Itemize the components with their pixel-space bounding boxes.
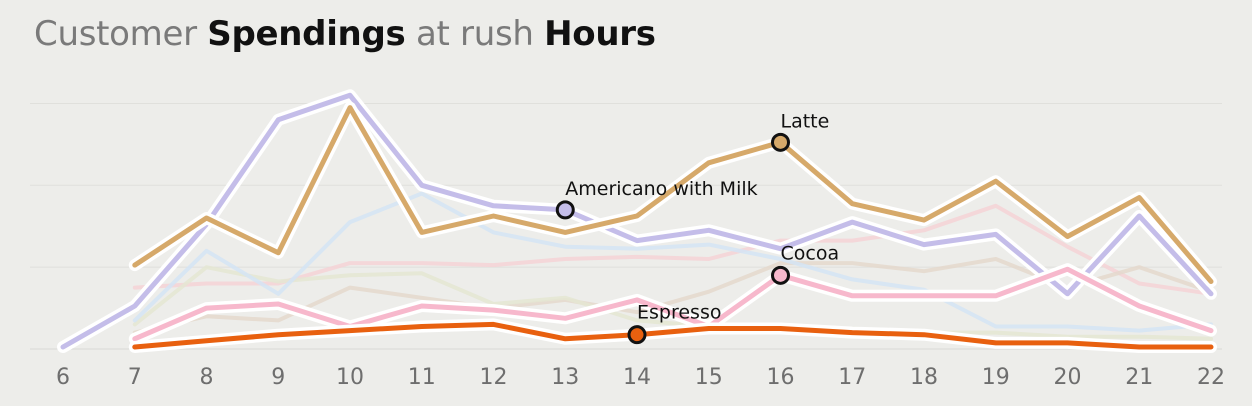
x-tick-label-17: 17: [838, 365, 866, 390]
series-layer: [57, 89, 1217, 353]
marker-cocoa[interactable]: [771, 265, 790, 285]
series-line-background-series-1[interactable]: [132, 203, 1213, 296]
x-tick-label-15: 15: [695, 365, 723, 390]
x-tick-label-21: 21: [1125, 365, 1153, 390]
marker-americano-with-milk[interactable]: [555, 200, 575, 220]
annotation-label-latte: Latte: [781, 110, 830, 132]
chart-title: Customer Spendings at rush Hours: [34, 14, 656, 54]
grid-layer: [30, 102, 1222, 350]
series-line-background-series-4[interactable]: [132, 191, 1213, 333]
marker-layer: Latte Americano with Milk Cocoa Espresso: [555, 110, 840, 345]
title-part-1: Customer: [34, 14, 208, 54]
series-line-latte[interactable]: [132, 105, 1214, 284]
marker-espresso[interactable]: [627, 325, 647, 345]
x-tick-label-10: 10: [336, 365, 364, 390]
x-tick-label-16: 16: [767, 365, 795, 390]
x-tick-label-11: 11: [408, 365, 436, 390]
annotation-label-cocoa: Cocoa: [781, 242, 840, 264]
x-tick-label-7: 7: [128, 365, 142, 390]
x-tick-label-14: 14: [623, 365, 651, 390]
x-tick-label-22: 22: [1197, 365, 1225, 390]
annotation-label-espresso: Espresso: [637, 302, 721, 324]
x-tick-label-13: 13: [551, 365, 579, 390]
x-tick-label-19: 19: [982, 365, 1010, 390]
x-tick-label-18: 18: [910, 365, 938, 390]
x-axis: 6 7 8 9 10 11 12 13 14 15 16 17 18 19 20 21 22: [56, 365, 1225, 390]
x-tick-label-9: 9: [271, 365, 285, 390]
marker-latte[interactable]: [771, 132, 790, 152]
x-tick-label-12: 12: [480, 365, 508, 390]
x-tick-label-8: 8: [200, 365, 214, 390]
x-tick-label-6: 6: [56, 365, 70, 390]
title-part-2: Spendings: [207, 14, 406, 54]
series-line-americano-with-milk[interactable]: [60, 92, 1214, 350]
x-tick-label-20: 20: [1054, 365, 1082, 390]
series-line-espresso[interactable]: [132, 321, 1214, 350]
title-part-3: at rush: [405, 14, 545, 54]
title-part-4: Hours: [544, 14, 656, 54]
series-line-background-series-3[interactable]: [132, 265, 1213, 341]
series-line-background-series-2[interactable]: [132, 257, 1213, 335]
series-line-cocoa[interactable]: [132, 266, 1214, 342]
annotation-label-americano-with-milk: Americano with Milk: [565, 178, 757, 200]
